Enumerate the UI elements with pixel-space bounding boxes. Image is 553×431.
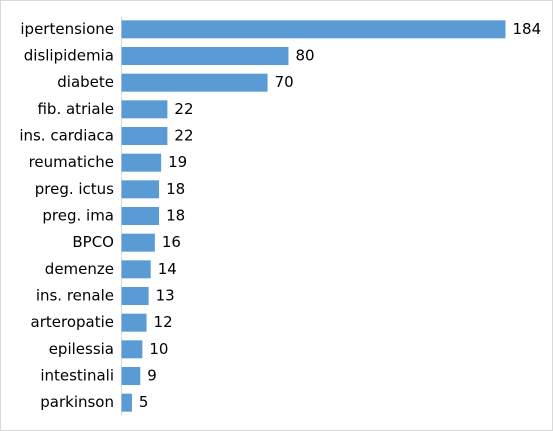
y-tick-label: BPCO	[72, 233, 114, 251]
data-label: 70	[275, 73, 294, 91]
y-tick-label: ipertensione	[20, 20, 114, 38]
bar	[121, 47, 289, 65]
y-tick-label: intestinali	[40, 367, 114, 385]
data-label: 9	[147, 367, 157, 385]
data-label: 184	[513, 20, 542, 38]
data-label: 16	[162, 233, 181, 251]
bar	[121, 127, 168, 145]
y-tick-label: dislipidemia	[24, 47, 114, 65]
data-label: 19	[168, 153, 187, 171]
data-label: 10	[149, 340, 168, 358]
data-label: 18	[166, 180, 185, 198]
y-tick-label: parkinson	[40, 393, 114, 411]
bar	[121, 393, 132, 412]
bar	[121, 20, 506, 39]
y-tick-label: demenze	[45, 260, 114, 278]
y-tick-label: preg. ima	[42, 207, 114, 225]
data-label: 22	[174, 100, 193, 118]
data-label: 13	[156, 287, 175, 305]
bar	[121, 153, 162, 172]
bar	[121, 313, 147, 332]
bar	[121, 100, 168, 119]
bar	[121, 180, 160, 199]
data-label: 14	[158, 260, 177, 278]
y-tick-label: ins. cardiaca	[19, 127, 114, 145]
y-tick-label: fib. atriale	[37, 100, 114, 118]
data-label: 18	[166, 207, 185, 225]
bar	[121, 367, 141, 385]
bar	[121, 207, 160, 225]
data-label: 80	[295, 47, 314, 65]
bar	[121, 340, 143, 359]
data-label: 22	[174, 127, 193, 145]
bar	[121, 73, 268, 92]
y-tick-label: diabete	[57, 73, 114, 91]
bar	[121, 233, 155, 252]
y-tick-label: reumatiche	[29, 153, 114, 171]
y-tick-label: arteropatie	[31, 313, 114, 331]
data-label: 5	[139, 393, 149, 411]
y-tick-label: preg. ictus	[35, 180, 114, 198]
y-tick-label: epilessia	[49, 340, 114, 358]
data-label: 12	[154, 313, 173, 331]
bar	[121, 260, 151, 279]
y-tick-label: ins. renale	[36, 287, 114, 305]
bar	[121, 287, 149, 305]
